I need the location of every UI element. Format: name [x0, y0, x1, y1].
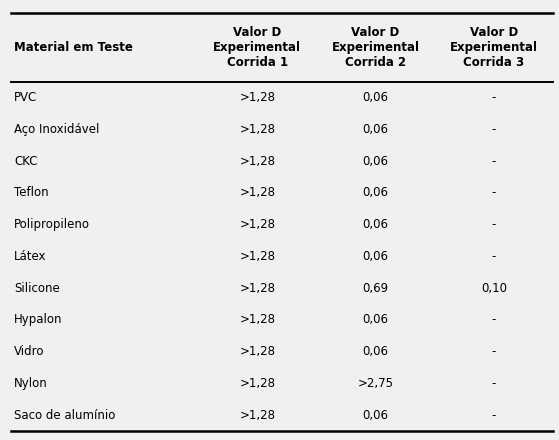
Text: -: - [492, 218, 496, 231]
Text: Hypalon: Hypalon [14, 313, 63, 326]
Text: Valor D
Experimental
Corrida 1: Valor D Experimental Corrida 1 [214, 26, 301, 69]
Text: -: - [492, 313, 496, 326]
Text: -: - [492, 250, 496, 263]
Text: 0,10: 0,10 [481, 282, 507, 295]
Text: PVC: PVC [14, 91, 37, 104]
Text: Teflon: Teflon [14, 187, 49, 199]
Text: Nylon: Nylon [14, 377, 48, 390]
Text: -: - [492, 409, 496, 422]
Text: >1,28: >1,28 [239, 377, 276, 390]
Text: 0,06: 0,06 [363, 409, 389, 422]
Text: Aço Inoxidável: Aço Inoxidável [14, 123, 100, 136]
Text: 0,06: 0,06 [363, 154, 389, 168]
Text: >1,28: >1,28 [239, 187, 276, 199]
Text: >1,28: >1,28 [239, 409, 276, 422]
Text: >1,28: >1,28 [239, 345, 276, 358]
Text: Saco de alumínio: Saco de alumínio [14, 409, 115, 422]
Text: >2,75: >2,75 [358, 377, 394, 390]
Text: >1,28: >1,28 [239, 91, 276, 104]
Text: >1,28: >1,28 [239, 154, 276, 168]
Text: -: - [492, 154, 496, 168]
Text: 0,06: 0,06 [363, 187, 389, 199]
Text: >1,28: >1,28 [239, 123, 276, 136]
Text: 0,06: 0,06 [363, 91, 389, 104]
Text: >1,28: >1,28 [239, 218, 276, 231]
Text: -: - [492, 187, 496, 199]
Text: >1,28: >1,28 [239, 250, 276, 263]
Text: CKC: CKC [14, 154, 37, 168]
Text: Silicone: Silicone [14, 282, 60, 295]
Text: -: - [492, 123, 496, 136]
Text: -: - [492, 377, 496, 390]
Text: >1,28: >1,28 [239, 282, 276, 295]
Text: 0,06: 0,06 [363, 123, 389, 136]
Text: 0,06: 0,06 [363, 345, 389, 358]
Text: Polipropileno: Polipropileno [14, 218, 90, 231]
Text: Vidro: Vidro [14, 345, 45, 358]
Text: -: - [492, 345, 496, 358]
Text: >1,28: >1,28 [239, 313, 276, 326]
Text: Látex: Látex [14, 250, 46, 263]
Text: Material em Teste: Material em Teste [14, 41, 133, 54]
Text: -: - [492, 91, 496, 104]
Text: 0,06: 0,06 [363, 218, 389, 231]
Text: 0,69: 0,69 [362, 282, 389, 295]
Text: Valor D
Experimental
Corrida 2: Valor D Experimental Corrida 2 [331, 26, 420, 69]
Text: Valor D
Experimental
Corrida 3: Valor D Experimental Corrida 3 [450, 26, 538, 69]
Text: 0,06: 0,06 [363, 250, 389, 263]
Text: 0,06: 0,06 [363, 313, 389, 326]
